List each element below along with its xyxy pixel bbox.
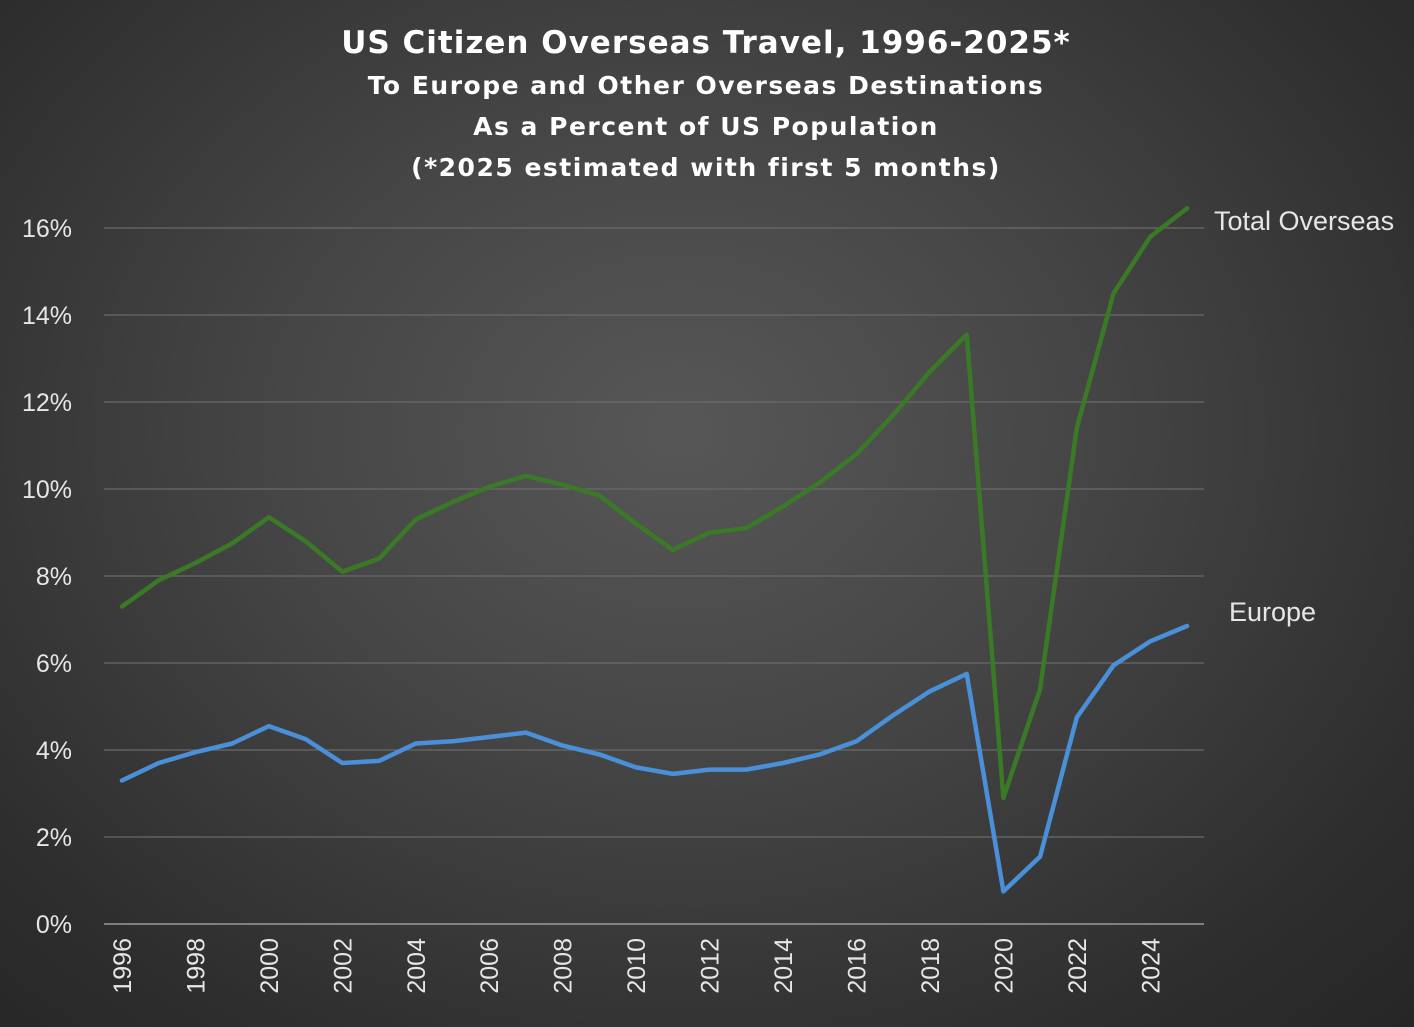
x-tick-label: 2010: [623, 938, 651, 994]
y-tick-label: 8%: [36, 563, 72, 591]
chart-subtitle-line-3: (*2025 estimated with first 5 months): [411, 153, 1001, 182]
x-tick-label: 2014: [770, 938, 798, 994]
x-tick-label: 2000: [256, 938, 284, 994]
y-tick-label: 12%: [22, 389, 72, 417]
x-tick-label: 2018: [917, 938, 945, 994]
x-tick-label: 1998: [182, 938, 210, 994]
gridlines: [104, 227, 1204, 925]
x-tick-label: 1996: [109, 938, 137, 994]
y-tick-label: 2%: [36, 824, 72, 852]
x-axis-ticks: 1996 1998 2000 2002 2004 2006 2008 2010 2012 2014…: [109, 938, 1165, 994]
series-label-total-overseas: Total Overseas: [1214, 206, 1394, 236]
x-tick-label: 2008: [550, 938, 578, 994]
y-tick-label: 16%: [22, 215, 72, 243]
y-tick-label: 0%: [36, 911, 72, 939]
y-tick-label: 6%: [36, 650, 72, 678]
y-tick-label: 10%: [22, 476, 72, 504]
series-label-europe: Europe: [1229, 597, 1316, 627]
x-tick-label: 2012: [697, 938, 725, 994]
y-tick-label: 4%: [36, 737, 72, 765]
chart-subtitle-line-2: As a Percent of US Population: [473, 112, 939, 141]
series-lines: [119, 206, 1190, 894]
x-tick-label: 2016: [843, 938, 871, 994]
chart-subtitle-line-1: To Europe and Other Overseas Destination…: [368, 71, 1045, 100]
x-tick-label: 2020: [990, 938, 1018, 994]
y-tick-label: 14%: [22, 302, 72, 330]
x-tick-label: 2022: [1064, 938, 1092, 994]
series-line-europe: [119, 623, 1190, 894]
series-line-total-overseas: [119, 206, 1190, 801]
x-tick-label: 2024: [1137, 938, 1165, 994]
series-labels: Total Overseas Europe: [1214, 206, 1394, 627]
x-tick-label: 2006: [476, 938, 504, 994]
x-tick-label: 2002: [329, 938, 357, 994]
y-axis-ticks: 0% 2% 4% 6% 8% 10% 12% 14% 16%: [22, 215, 72, 939]
x-tick-label: 2004: [403, 938, 431, 994]
chart-title: US Citizen Overseas Travel, 1996-2025*: [341, 25, 1071, 61]
